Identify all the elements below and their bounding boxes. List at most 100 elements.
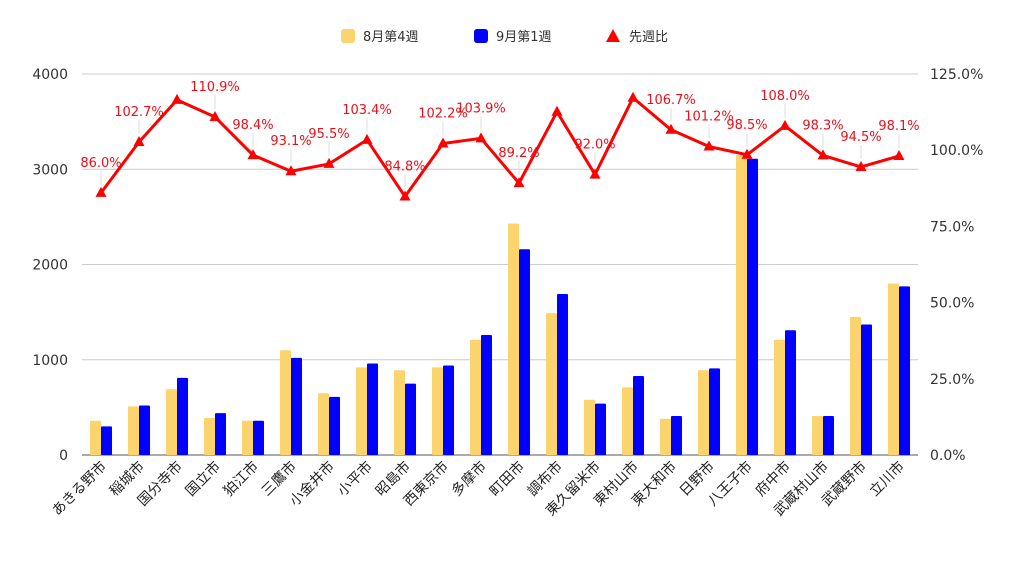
y-right-tick-label: 25.0% — [930, 372, 974, 388]
ratio-marker — [475, 132, 487, 143]
bar-sep-week1 — [139, 405, 150, 455]
bar-aug-week4 — [90, 420, 101, 455]
legend-swatch-sep-week1 — [474, 29, 488, 43]
bar-aug-week4 — [394, 370, 405, 455]
y-right-tick-label: 100.0% — [930, 143, 983, 159]
ratio-marker — [323, 157, 335, 168]
bar-aug-week4 — [470, 339, 481, 455]
x-tick-label: 小平市 — [334, 458, 376, 500]
legend-swatch-ratio — [606, 29, 620, 42]
ratio-marker — [95, 186, 107, 197]
ratio-data-label: 102.2% — [418, 106, 468, 121]
bar-sep-week1 — [519, 249, 530, 455]
ratio-marker — [703, 140, 715, 151]
bar-aug-week4 — [812, 415, 823, 455]
ratio-marker — [247, 149, 259, 160]
bar-sep-week1 — [595, 403, 606, 455]
ratio-data-label: 103.4% — [342, 103, 392, 118]
bar-sep-week1 — [747, 158, 758, 455]
ratio-marker — [893, 149, 905, 160]
bar-aug-week4 — [356, 367, 367, 455]
bar-sep-week1 — [443, 365, 454, 455]
bar-sep-week1 — [785, 330, 796, 455]
ratio-marker — [589, 168, 601, 179]
y-right-tick-label: 0.0% — [930, 448, 966, 464]
bar-sep-week1 — [253, 420, 264, 455]
ratio-marker — [665, 123, 677, 134]
y-right-tick-label: 75.0% — [930, 219, 974, 235]
ratio-data-label: 106.7% — [646, 93, 696, 108]
y-left-tick-label: 1000 — [32, 353, 68, 369]
ratio-data-label: 95.5% — [308, 127, 349, 142]
bar-sep-week1 — [861, 324, 872, 455]
ratio-marker — [171, 93, 183, 104]
ratio-marker — [209, 110, 221, 121]
ratio-data-label: 98.4% — [232, 118, 273, 133]
x-tick-label: 多摩市 — [448, 458, 490, 500]
ratio-data-label: 103.9% — [456, 101, 506, 116]
y-right-tick-label: 50.0% — [930, 296, 974, 312]
y-left-tick-label: 3000 — [32, 162, 68, 178]
bar-sep-week1 — [899, 286, 910, 455]
bar-aug-week4 — [584, 399, 595, 455]
ratio-marker — [513, 177, 525, 188]
ratio-marker — [627, 91, 639, 102]
ratio-data-label: 84.8% — [384, 160, 425, 175]
bar-sep-week1 — [633, 375, 644, 455]
x-tick-label: 町田市 — [486, 458, 528, 500]
ratio-data-label: 110.9% — [190, 80, 240, 95]
ratio-marker — [855, 160, 867, 171]
legend-label-sep-week1: 9月第1週 — [496, 30, 552, 45]
ratio-marker — [399, 190, 411, 201]
bar-sep-week1 — [329, 396, 340, 455]
bar-sep-week1 — [215, 413, 226, 455]
ratio-line — [99, 96, 900, 199]
bar-aug-week4 — [850, 316, 861, 455]
bar-aug-week4 — [888, 283, 899, 455]
bar-aug-week4 — [128, 406, 139, 455]
ratio-data-label: 102.7% — [114, 105, 164, 120]
bar-sep-week1 — [291, 357, 302, 455]
bar-aug-week4 — [508, 223, 519, 455]
ratio-data-label: 98.3% — [802, 118, 843, 133]
ratio-data-label: 89.2% — [498, 146, 539, 161]
ratio-marker — [551, 105, 563, 116]
ratio-data-label: 98.5% — [726, 118, 767, 133]
bar-aug-week4 — [166, 389, 177, 455]
bar-sep-week1 — [671, 415, 682, 455]
y-left-tick-label: 4000 — [32, 67, 68, 83]
bar-sep-week1 — [367, 363, 378, 455]
bar-sep-week1 — [709, 368, 720, 455]
x-tick-label: 国立市 — [182, 458, 224, 500]
bar-aug-week4 — [318, 393, 329, 455]
bar-sep-week1 — [177, 377, 188, 455]
ratio-marker — [285, 165, 297, 176]
ratio-data-label: 98.1% — [878, 119, 919, 134]
ratio-marker — [741, 148, 753, 159]
ratio-marker — [361, 133, 373, 144]
legend-label-aug-week4: 8月第4週 — [363, 30, 419, 45]
bar-sep-week1 — [557, 294, 568, 455]
bar-aug-week4 — [280, 350, 291, 455]
bar-aug-week4 — [242, 420, 253, 455]
bar-aug-week4 — [204, 417, 215, 455]
bar-aug-week4 — [660, 418, 671, 455]
ratio-data-label: 93.1% — [270, 134, 311, 149]
bar-aug-week4 — [546, 313, 557, 455]
bar-aug-week4 — [432, 367, 443, 455]
ratio-data-label: 92.0% — [574, 138, 615, 153]
ratio-marker — [133, 135, 145, 146]
ratio-data-label: 86.0% — [80, 156, 121, 171]
bar-sep-week1 — [823, 415, 834, 455]
legend-label-ratio: 先週比 — [629, 30, 668, 45]
bar-aug-week4 — [698, 370, 709, 455]
bar-sep-week1 — [405, 383, 416, 455]
legend-swatch-aug-week4 — [341, 29, 355, 43]
bar-sep-week1 — [101, 426, 112, 455]
x-tick-label: あきる野市 — [48, 458, 109, 519]
y-right-tick-label: 125.0% — [930, 67, 983, 83]
bar-sep-week1 — [481, 334, 492, 455]
ratio-marker — [817, 149, 829, 160]
